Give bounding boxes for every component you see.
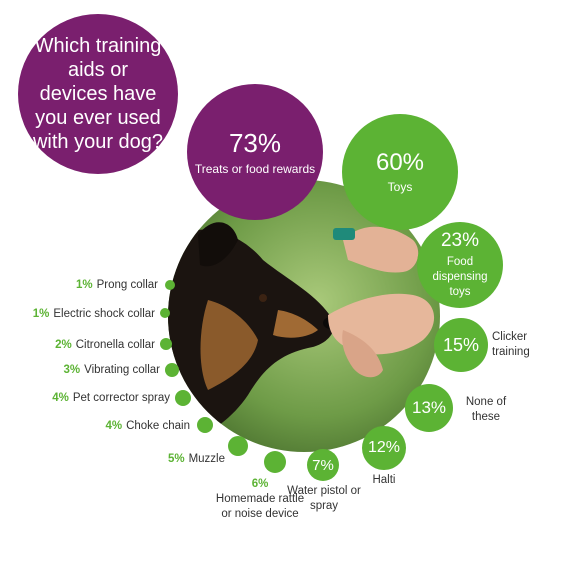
bubble-0: 73% Treats or food rewards [187,84,323,220]
bubble-11 [165,363,179,377]
bubble-8 [228,436,248,456]
bubble-12 [160,338,172,350]
bubble-value-7: 6% [251,478,269,490]
bubble-value-0: 73% [228,127,282,158]
bubble-13 [160,308,170,318]
bubble-value-9: 4% [105,420,123,432]
bubble-4: 13% [405,384,453,432]
question-bubble: Which training aids or devices have you … [18,14,178,174]
bubble-label-5: Halti [372,474,396,486]
bubble-value-8: 5% [167,453,185,465]
bubble-label-1: Toys [387,180,413,194]
bubble-label-0: Treats or food rewards [194,161,316,176]
bubble-label-10: 4% Pet corrector spray [52,392,170,404]
bubble-3: 15% [434,318,488,372]
bubble-value-6: 7% [312,456,334,474]
bubble-value-2: 23% [440,230,480,251]
bubble-value-12: 2% [55,339,72,351]
bubble-value-11: 3% [63,364,81,376]
bubble-label-2: Food dispensing toys [432,256,488,298]
bubble-label-8: 5% Muzzle [167,453,225,465]
question-text: Which training aids or devices have you … [32,35,164,153]
bubble-value-5: 12% [367,439,401,456]
bubble-value-14: 1% [76,279,93,291]
bubble-2: 23% Food dispensing toys [417,222,503,308]
bubble-label-14: 1% Prong collar [76,279,158,291]
bubble-label-6: Water pistol or spray [287,485,361,512]
bubble-5: 12% [362,426,406,470]
bubble-10 [175,390,191,406]
bubble-label-13: 1% Electric shock collar [32,308,155,320]
bubble-label-9: 4% Choke chain [105,420,190,432]
bubble-value-13: 1% [32,308,50,320]
bubble-label-7: 6% Homemade rattle or noise device [212,477,308,522]
bubble-1: 60% Toys [342,114,458,230]
bubble-6: 7% [307,449,339,481]
bubble-9 [197,417,213,433]
bubble-label-3: Clicker training [492,331,530,358]
bubble-label-4: None of these [465,396,507,423]
bubble-label-12: 2% Citronella collar [55,339,155,351]
bubble-value-3: 15% [442,334,480,355]
bubble-label-11: 3% Vibrating collar [63,364,160,376]
bubble-value-1: 60% [375,149,425,176]
bubble-value-4: 13% [411,398,447,417]
bubble-value-10: 4% [52,392,69,404]
bubble-14 [165,280,175,290]
bubble-7 [264,451,286,473]
